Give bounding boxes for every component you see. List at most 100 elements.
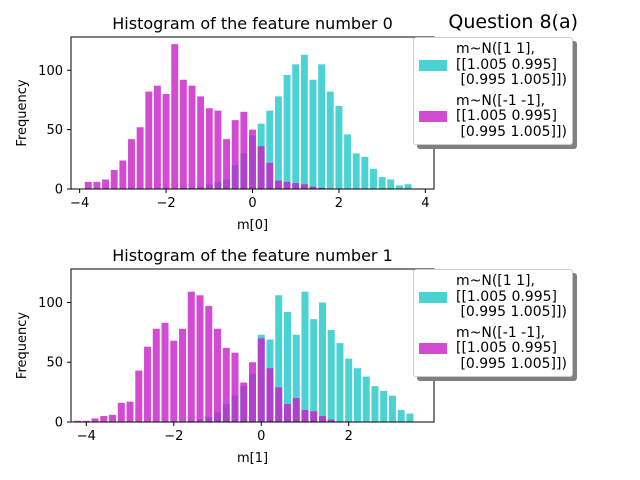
histogram-bar-series-2: [196, 295, 204, 422]
histogram-bar-series-2: [283, 404, 291, 422]
histogram-bar-series-2: [161, 322, 169, 422]
legend-entry-series-2: m~N([-1 -1], [[1.005 0.995] [0.995 1.005…: [419, 93, 567, 141]
histogram-bar-series-1: [371, 386, 379, 422]
histogram-bar-series-1: [378, 177, 386, 190]
histogram-bar-series-1: [370, 168, 377, 189]
y-tick-label: 50: [46, 123, 63, 138]
histogram-bar-series-2: [144, 346, 152, 422]
histogram-bar-series-2: [82, 420, 90, 422]
histogram-bar-series-1: [352, 153, 360, 190]
legend-swatch-series-1: [419, 291, 447, 303]
histogram-bar-series-2: [214, 110, 222, 190]
histogram-bar-series-2: [91, 418, 99, 422]
x-tick-label: 0: [248, 196, 256, 211]
x-tick-label: −4: [77, 429, 96, 444]
histogram-bar-series-1: [397, 410, 405, 422]
y-tick-label: 0: [55, 416, 63, 431]
histogram-bar-series-2: [153, 85, 161, 189]
histogram-bar-series-1: [292, 334, 300, 422]
histogram-bar-series-2: [74, 420, 82, 422]
y-tick-label: 100: [38, 64, 63, 79]
histogram-bar-series-1: [362, 376, 370, 422]
histogram-bar-series-2: [249, 362, 256, 422]
y-tick-label: 50: [46, 356, 63, 371]
histogram-bar-series-2: [275, 387, 283, 422]
histogram-bar-series-1: [336, 343, 344, 422]
x-tick-label: −2: [164, 429, 183, 444]
histogram-bar-series-2: [179, 328, 187, 422]
histogram-bar-series-2: [257, 338, 265, 422]
histogram-bar-series-2: [292, 398, 300, 422]
histogram-bar-series-2: [205, 108, 213, 189]
histogram-bar-series-1: [380, 390, 388, 422]
histogram-bar-series-2: [162, 94, 170, 189]
x-tick-label: 4: [421, 196, 429, 211]
histogram-bar-series-2: [126, 401, 134, 422]
histogram-bar-series-2: [102, 179, 110, 189]
histogram-bar-series-2: [109, 414, 117, 422]
histogram-bar-series-2: [266, 162, 274, 190]
x-tick-label: 0: [257, 429, 265, 444]
histogram-bar-series-2: [231, 120, 239, 190]
histogram-bar-series-1: [395, 185, 403, 189]
y-axis-label: Frequency: [15, 79, 30, 146]
histogram-bar-series-2: [205, 306, 213, 422]
x-axis-label: m[1]: [237, 451, 268, 466]
histogram-bar-series-1: [406, 413, 414, 422]
chart-panel-0: −4 −2 0 2 4 0 50 100 Histogram of the feature nu…: [15, 14, 435, 233]
x-tick-label: −2: [156, 196, 175, 211]
histogram-bar-series-1: [361, 156, 369, 189]
histogram-bar-series-1: [309, 79, 317, 189]
histogram-bar-series-2: [152, 328, 160, 422]
histogram-bar-series-2: [318, 187, 326, 189]
histogram-bar-series-2: [283, 181, 291, 190]
histogram-bar-series-1: [266, 110, 274, 190]
y-tick-label: 100: [38, 296, 63, 311]
histogram-bar-series-1: [353, 368, 361, 422]
histogram-bar-series-1: [387, 179, 395, 189]
histogram-bar-series-1: [274, 96, 282, 190]
histogram-bar-series-1: [326, 91, 334, 190]
histogram-bar-series-2: [310, 411, 318, 422]
histogram-bar-series-2: [136, 127, 144, 189]
chart-title: Histogram of the feature number 0: [112, 14, 393, 33]
x-tick-label: 2: [345, 429, 353, 444]
chart-title: Histogram of the feature number 1: [112, 246, 393, 265]
x-tick-label: 2: [335, 196, 343, 211]
legend-swatch-series-2: [419, 343, 447, 355]
histogram-bar-series-1: [283, 312, 291, 422]
legend-swatch-series-2: [419, 111, 447, 123]
legend-label-series-1: m~N([1 1], [[1.005 0.995] [0.995 1.005]]…: [456, 41, 567, 88]
histogram-bar-series-2: [301, 410, 309, 422]
histogram-bar-series-2: [327, 419, 335, 422]
histogram-bar-series-2: [100, 416, 108, 422]
histogram-bar-series-1: [300, 54, 308, 190]
histogram-bar-series-2: [110, 170, 118, 189]
histogram-bar-series-2: [231, 352, 239, 422]
legend-swatch-series-1: [419, 59, 447, 71]
histogram-bar-series-2: [240, 111, 248, 189]
histogram-bar-series-2: [222, 347, 230, 422]
histogram-bar-series-1: [344, 134, 352, 190]
histogram-bar-series-1: [301, 291, 309, 422]
x-tick-label: −4: [70, 196, 89, 211]
histogram-bar-series-2: [274, 180, 282, 189]
histogram-bar-series-2: [197, 96, 205, 190]
histogram-bar-series-2: [266, 368, 274, 422]
histogram-bar-series-2: [318, 416, 326, 422]
histogram-bar-series-2: [145, 91, 153, 190]
x-axis-label: m[0]: [237, 218, 268, 233]
histogram-bar-series-2: [249, 129, 256, 190]
legend-panel-0: m~N([1 1], [[1.005 0.995] [0.995 1.005]]…: [413, 37, 573, 145]
histogram-bar-series-2: [240, 382, 248, 422]
histogram-bar-series-2: [171, 44, 179, 190]
histogram-bar-series-1: [310, 319, 318, 422]
legend-entry-series-1: m~N([1 1], [[1.005 0.995] [0.995 1.005]]…: [419, 41, 567, 89]
y-tick-label: 0: [55, 183, 63, 198]
histogram-bar-series-2: [117, 402, 125, 423]
histogram-bar-series-1: [327, 329, 335, 422]
chart-panel-1: −4 −2 0 2 0 50 100 Histogram of the feature num…: [15, 246, 435, 466]
legend-label-series-1: m~N([1 1], [[1.005 0.995] [0.995 1.005]]…: [456, 273, 567, 320]
histogram-bar-series-1: [404, 184, 412, 189]
